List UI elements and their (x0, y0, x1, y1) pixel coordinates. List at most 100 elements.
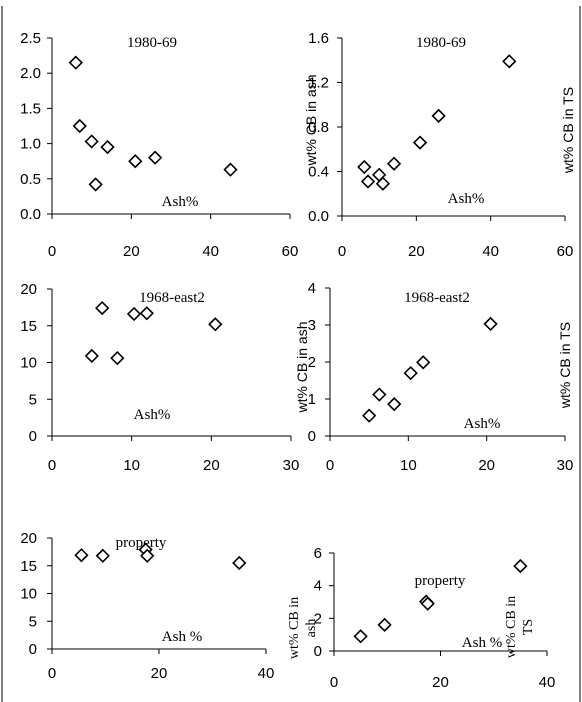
y-tick-label: 0.0 (308, 208, 329, 225)
data-point (74, 548, 89, 563)
x-tick-label: 0 (330, 674, 338, 691)
y-tick-label: 1.5 (20, 100, 41, 117)
data-point (126, 306, 142, 322)
panel-3: 0 5 10 15 20 0 10 20 30 1968-east2 Ash% (20, 281, 299, 474)
data-point (372, 387, 387, 402)
chart-title: 1980-69 (416, 35, 466, 51)
y-axis-label: wt% CB in ash (294, 321, 310, 413)
y-tick-label: 0.5 (20, 171, 41, 188)
data-point (420, 596, 435, 611)
x-tick-label: 10 (123, 457, 140, 474)
x-tick-label: 30 (557, 457, 574, 474)
y-tick-label: 1.2 (308, 75, 329, 92)
y-tick-label: 15 (20, 318, 37, 335)
y-tick-label: 2.0 (20, 65, 41, 82)
data-point (232, 555, 247, 571)
x-tick-label: 20 (123, 243, 140, 260)
data-point (416, 355, 431, 370)
x-tick-label: 30 (283, 457, 300, 474)
data-point (88, 177, 103, 192)
panel-4: 0 1 2 3 4 0 10 20 30 1968-east2 Ash% (308, 280, 574, 474)
y-tick-label: 2.5 (20, 30, 41, 47)
y-tick-label: 1 (308, 391, 316, 408)
data-point (110, 350, 125, 366)
y-axis-label: wt% CB in ash (287, 597, 319, 659)
y-tick-label: 0.4 (308, 164, 329, 181)
x-tick-label: 20 (203, 457, 220, 474)
data-point (357, 159, 372, 175)
y-tick-label: 6 (314, 545, 322, 562)
y-tick-label: 0 (29, 641, 37, 658)
y-tick-label: 10 (20, 355, 37, 372)
x-tick-label: 40 (202, 243, 219, 260)
data-point (95, 300, 110, 316)
data-point (483, 316, 498, 332)
y-tick-label: 10 (20, 586, 37, 603)
data-point (353, 629, 368, 644)
data-point (386, 156, 402, 171)
x-tick-label: 20 (151, 665, 168, 682)
data-point (148, 150, 163, 165)
data-point (502, 54, 517, 69)
y-tick-label: 3 (308, 317, 316, 334)
data-point (128, 154, 143, 169)
x-axis-label: Ash% (134, 407, 171, 423)
y-tick-label: 0 (308, 428, 316, 445)
data-point (208, 317, 223, 332)
data-point (360, 174, 376, 189)
data-point (377, 617, 392, 632)
x-tick-label: 20 (408, 243, 425, 260)
panel-2: 0.0 0.4 0.8 1.2 1.6 0 20 40 60 1980-69 Ash% (308, 30, 573, 260)
y-tick-label: 0.8 (308, 119, 329, 136)
x-tick-label: 0 (338, 243, 346, 260)
chart-title: property (415, 573, 466, 589)
data-point (223, 162, 238, 177)
x-tick-label: 0 (48, 665, 56, 682)
x-axis-label: Ash% (448, 191, 485, 207)
y-tick-label: 5 (29, 613, 37, 630)
x-tick-label: 60 (282, 243, 299, 260)
y-tick-label: 1.6 (308, 30, 329, 47)
x-tick-label: 20 (432, 674, 449, 691)
y-axis-label: wt% CB in TS (504, 596, 536, 658)
y-axis-label: wt% CB in TS (560, 87, 576, 174)
y-tick-label: 0 (29, 428, 37, 445)
chart-title: 1980-69 (127, 35, 177, 51)
chart-title: 1968-east2 (139, 290, 205, 306)
y-tick-label: 15 (20, 558, 37, 575)
y-tick-label: 4 (314, 578, 322, 595)
data-point (139, 306, 154, 321)
x-axis-label: Ash % (462, 635, 502, 651)
y-tick-label: 5 (29, 391, 37, 408)
y-tick-label: 1.0 (20, 136, 41, 153)
y-tick-label: 20 (20, 530, 37, 547)
y-tick-label: 2 (308, 354, 316, 371)
x-tick-label: 40 (258, 665, 275, 682)
data-point (140, 548, 155, 563)
data-point (403, 365, 418, 381)
y-axis-label: wt% CB in TS (557, 322, 573, 409)
x-tick-label: 0 (326, 457, 334, 474)
chart-title: property (116, 535, 167, 551)
data-point (84, 348, 99, 364)
data-point (513, 558, 528, 574)
data-point (431, 108, 446, 124)
y-tick-label: 20 (20, 281, 37, 298)
panel-5: 0 5 10 15 20 0 20 40 property Ash % (20, 530, 274, 682)
y-tick-label: 2 (314, 610, 322, 627)
x-tick-label: 40 (482, 243, 499, 260)
y-axis-label-left: wt% CB in ash (303, 74, 319, 166)
data-point (412, 135, 428, 150)
y-tick-label: 0.0 (20, 206, 41, 223)
data-point (375, 176, 391, 191)
data-point (387, 397, 402, 412)
x-tick-label: 40 (539, 674, 556, 691)
data-point (68, 55, 83, 70)
x-tick-label: 0 (48, 243, 56, 260)
y-tick-label: 0 (314, 643, 322, 660)
data-point (84, 134, 99, 149)
panel-6: 0 2 4 6 0 20 40 property Ash % (314, 545, 556, 691)
x-axis-label: Ash% (464, 416, 501, 432)
panel-1: 0.0 0.5 1.0 1.5 2.0 2.5 0 20 40 60 1980-69 Ash% (20, 30, 298, 260)
